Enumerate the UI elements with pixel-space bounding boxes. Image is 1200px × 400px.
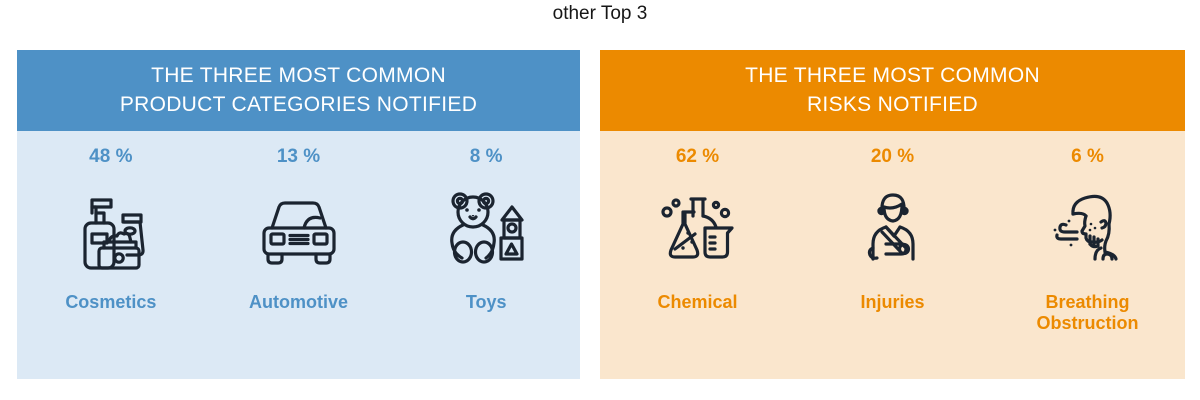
panel-product-categories: THE THREE MOST COMMON PRODUCT CATEGORIES… bbox=[17, 50, 580, 379]
coughing-person-icon bbox=[1043, 180, 1133, 282]
stat-label: Automotive bbox=[249, 292, 348, 312]
teddy-bear-icon bbox=[441, 180, 531, 282]
stat-value: 62 % bbox=[675, 146, 720, 167]
panel-product-categories-header: THE THREE MOST COMMON PRODUCT CATEGORIES… bbox=[17, 50, 580, 131]
cosmetics-icon bbox=[66, 180, 156, 282]
stat-value: 20 % bbox=[870, 146, 915, 167]
stat-chemical: 62 % bbox=[600, 131, 795, 379]
panel-risks-body: 62 % bbox=[600, 131, 1185, 379]
stat-value: 48 % bbox=[89, 146, 133, 167]
stat-breathing-obstruction: 6 % bbox=[990, 131, 1185, 379]
chemical-flask-icon bbox=[653, 180, 743, 282]
stat-injuries: 20 % bbox=[795, 131, 990, 379]
stat-value: 6 % bbox=[1071, 146, 1104, 167]
panel-header-line1: THE THREE MOST COMMON bbox=[151, 63, 446, 87]
injured-person-icon bbox=[848, 180, 938, 282]
panel-header-line2: PRODUCT CATEGORIES NOTIFIED bbox=[119, 92, 478, 116]
panel-risks: THE THREE MOST COMMON RISKS NOTIFIED 62 … bbox=[600, 50, 1185, 379]
stat-label: Injuries bbox=[860, 292, 925, 312]
panel-header-line1: THE THREE MOST COMMON bbox=[745, 63, 1040, 87]
stat-label: Chemical bbox=[657, 292, 738, 312]
stat-toys: 8 % bbox=[392, 131, 580, 379]
stat-cosmetics: 48 % bbox=[17, 131, 205, 379]
panel-product-categories-body: 48 % bbox=[17, 131, 580, 379]
car-icon bbox=[254, 180, 344, 282]
stat-automotive: 13 % Automotive bbox=[205, 131, 393, 379]
stat-label: Breathing Obstruction bbox=[1036, 292, 1139, 333]
panel-header-line2: RISKS NOTIFIED bbox=[806, 92, 979, 116]
stat-label: Cosmetics bbox=[65, 292, 157, 312]
panel-risks-header: THE THREE MOST COMMON RISKS NOTIFIED bbox=[600, 50, 1185, 131]
stat-label: Toys bbox=[465, 292, 507, 312]
page-title: other Top 3 bbox=[552, 3, 648, 24]
stat-value: 8 % bbox=[469, 146, 503, 167]
stat-value: 13 % bbox=[276, 146, 321, 167]
